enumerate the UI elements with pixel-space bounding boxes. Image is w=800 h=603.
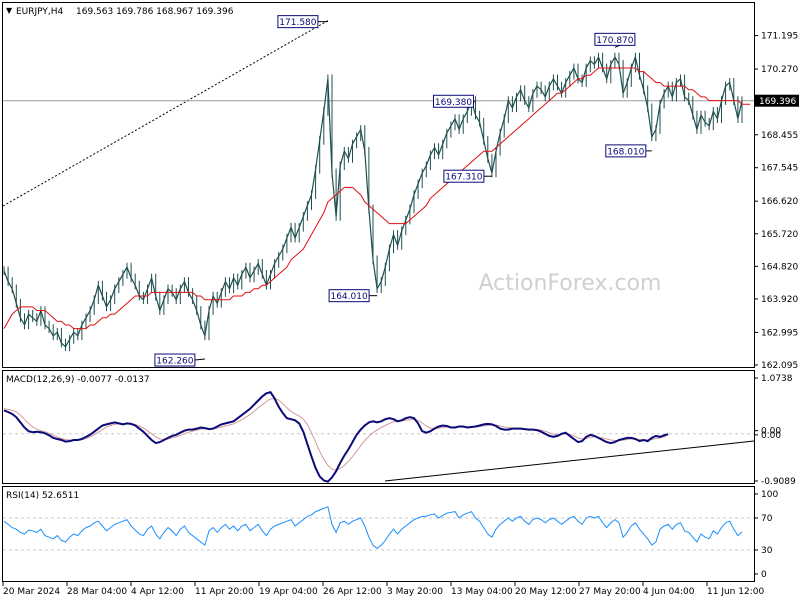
annotation-box [433, 94, 474, 108]
annotation-label: 171.580 [279, 18, 316, 28]
price-layer: 171.580 170.870 169.380 168.010 167.310 164.0… [2, 15, 754, 367]
macd-panel-frame [2, 370, 755, 484]
annotation-box [443, 169, 485, 183]
x-tick-label: 4 Jun 04:00 [643, 587, 695, 597]
x-tick-label: 28 Mar 04:00 [67, 587, 127, 597]
annotation-leader [194, 358, 205, 361]
price-panel-frame [2, 2, 755, 368]
x-tick-label: 19 Apr 04:00 [259, 587, 318, 597]
macd-tick-label: 0.00 [761, 427, 781, 437]
current-price-label: 169.396 [759, 97, 796, 107]
rsi-panel-frame [2, 486, 755, 582]
annotation-box [605, 144, 647, 158]
current-price-box [755, 94, 799, 107]
annotation-box [328, 289, 370, 303]
rsi-layer [3, 506, 754, 551]
header-triangle-icon: ▼ [6, 6, 13, 15]
price-tick-label: 162.995 [761, 328, 798, 338]
watermark: ActionForex.com [479, 271, 662, 296]
x-tick-label: 13 May 04:00 [451, 587, 513, 597]
price-tick-label: 162.095 [761, 361, 798, 371]
x-tick-label: 11 Apr 20:00 [195, 587, 254, 597]
x-tick-label: 20 May 12:00 [515, 587, 577, 597]
moving-average-line [3, 67, 751, 330]
x-tick-label: 11 Jun 12:00 [707, 587, 764, 597]
price-tick-label: 168.455 [761, 131, 798, 141]
price-tick-label: 171.195 [761, 32, 798, 42]
rsi-tick-label: 100 [761, 490, 778, 500]
annotation-label: 162.260 [156, 357, 193, 367]
rsi-line [3, 506, 743, 550]
macd-tick-label: 0.00 [761, 431, 781, 441]
macd-layer [3, 391, 755, 483]
rsi-tick-label: 70 [761, 514, 773, 524]
annotation-label: 170.870 [596, 36, 633, 46]
price-tick-label: 166.620 [761, 197, 798, 207]
annotation-label: 164.010 [330, 292, 367, 302]
price-tick-label: 165.720 [761, 230, 798, 240]
price-tick-label: 164.820 [761, 262, 798, 272]
annotation-box [277, 15, 319, 29]
macd-label: MACD(12,26,9) -0.0077 -0.0137 [6, 375, 150, 385]
annotation-box [594, 32, 636, 46]
x-tick-label: 20 Mar 2024 [3, 587, 60, 597]
header-ohlc: 169.563 169.786 168.967 169.396 [76, 7, 234, 17]
annotation-box [154, 353, 196, 367]
macd-tick-label: -0.9089 [761, 477, 796, 487]
macd-trend-line [384, 440, 755, 482]
x-tick-label: 4 Apr 12:00 [131, 587, 184, 597]
axis-layer: 171.195 170.270 169.380 168.455 167.545 166.6… [2, 32, 799, 597]
price-tick-label: 167.545 [761, 164, 798, 174]
header-symbol: EURJPY,H4 [16, 7, 64, 17]
trend-line-dotted [2, 19, 330, 207]
annotation-label: 167.310 [445, 173, 482, 183]
x-tick-label: 26 Apr 12:00 [323, 587, 382, 597]
x-tick-label: 27 May 20:00 [579, 587, 641, 597]
price-tick-label: 170.270 [761, 65, 798, 75]
macd-tick-label: 1.0738 [761, 374, 793, 384]
rsi-tick-label: 30 [761, 546, 773, 556]
rsi-tick-label: 0 [761, 570, 767, 580]
x-tick-label: 3 May 20:00 [387, 587, 443, 597]
annotation-label: 168.010 [607, 147, 644, 157]
rsi-label: RSI(14) 52.6511 [6, 491, 79, 501]
annotation-label: 169.380 [435, 98, 472, 108]
price-tick-label: 163.920 [761, 295, 798, 305]
macd-main-line [3, 391, 669, 483]
